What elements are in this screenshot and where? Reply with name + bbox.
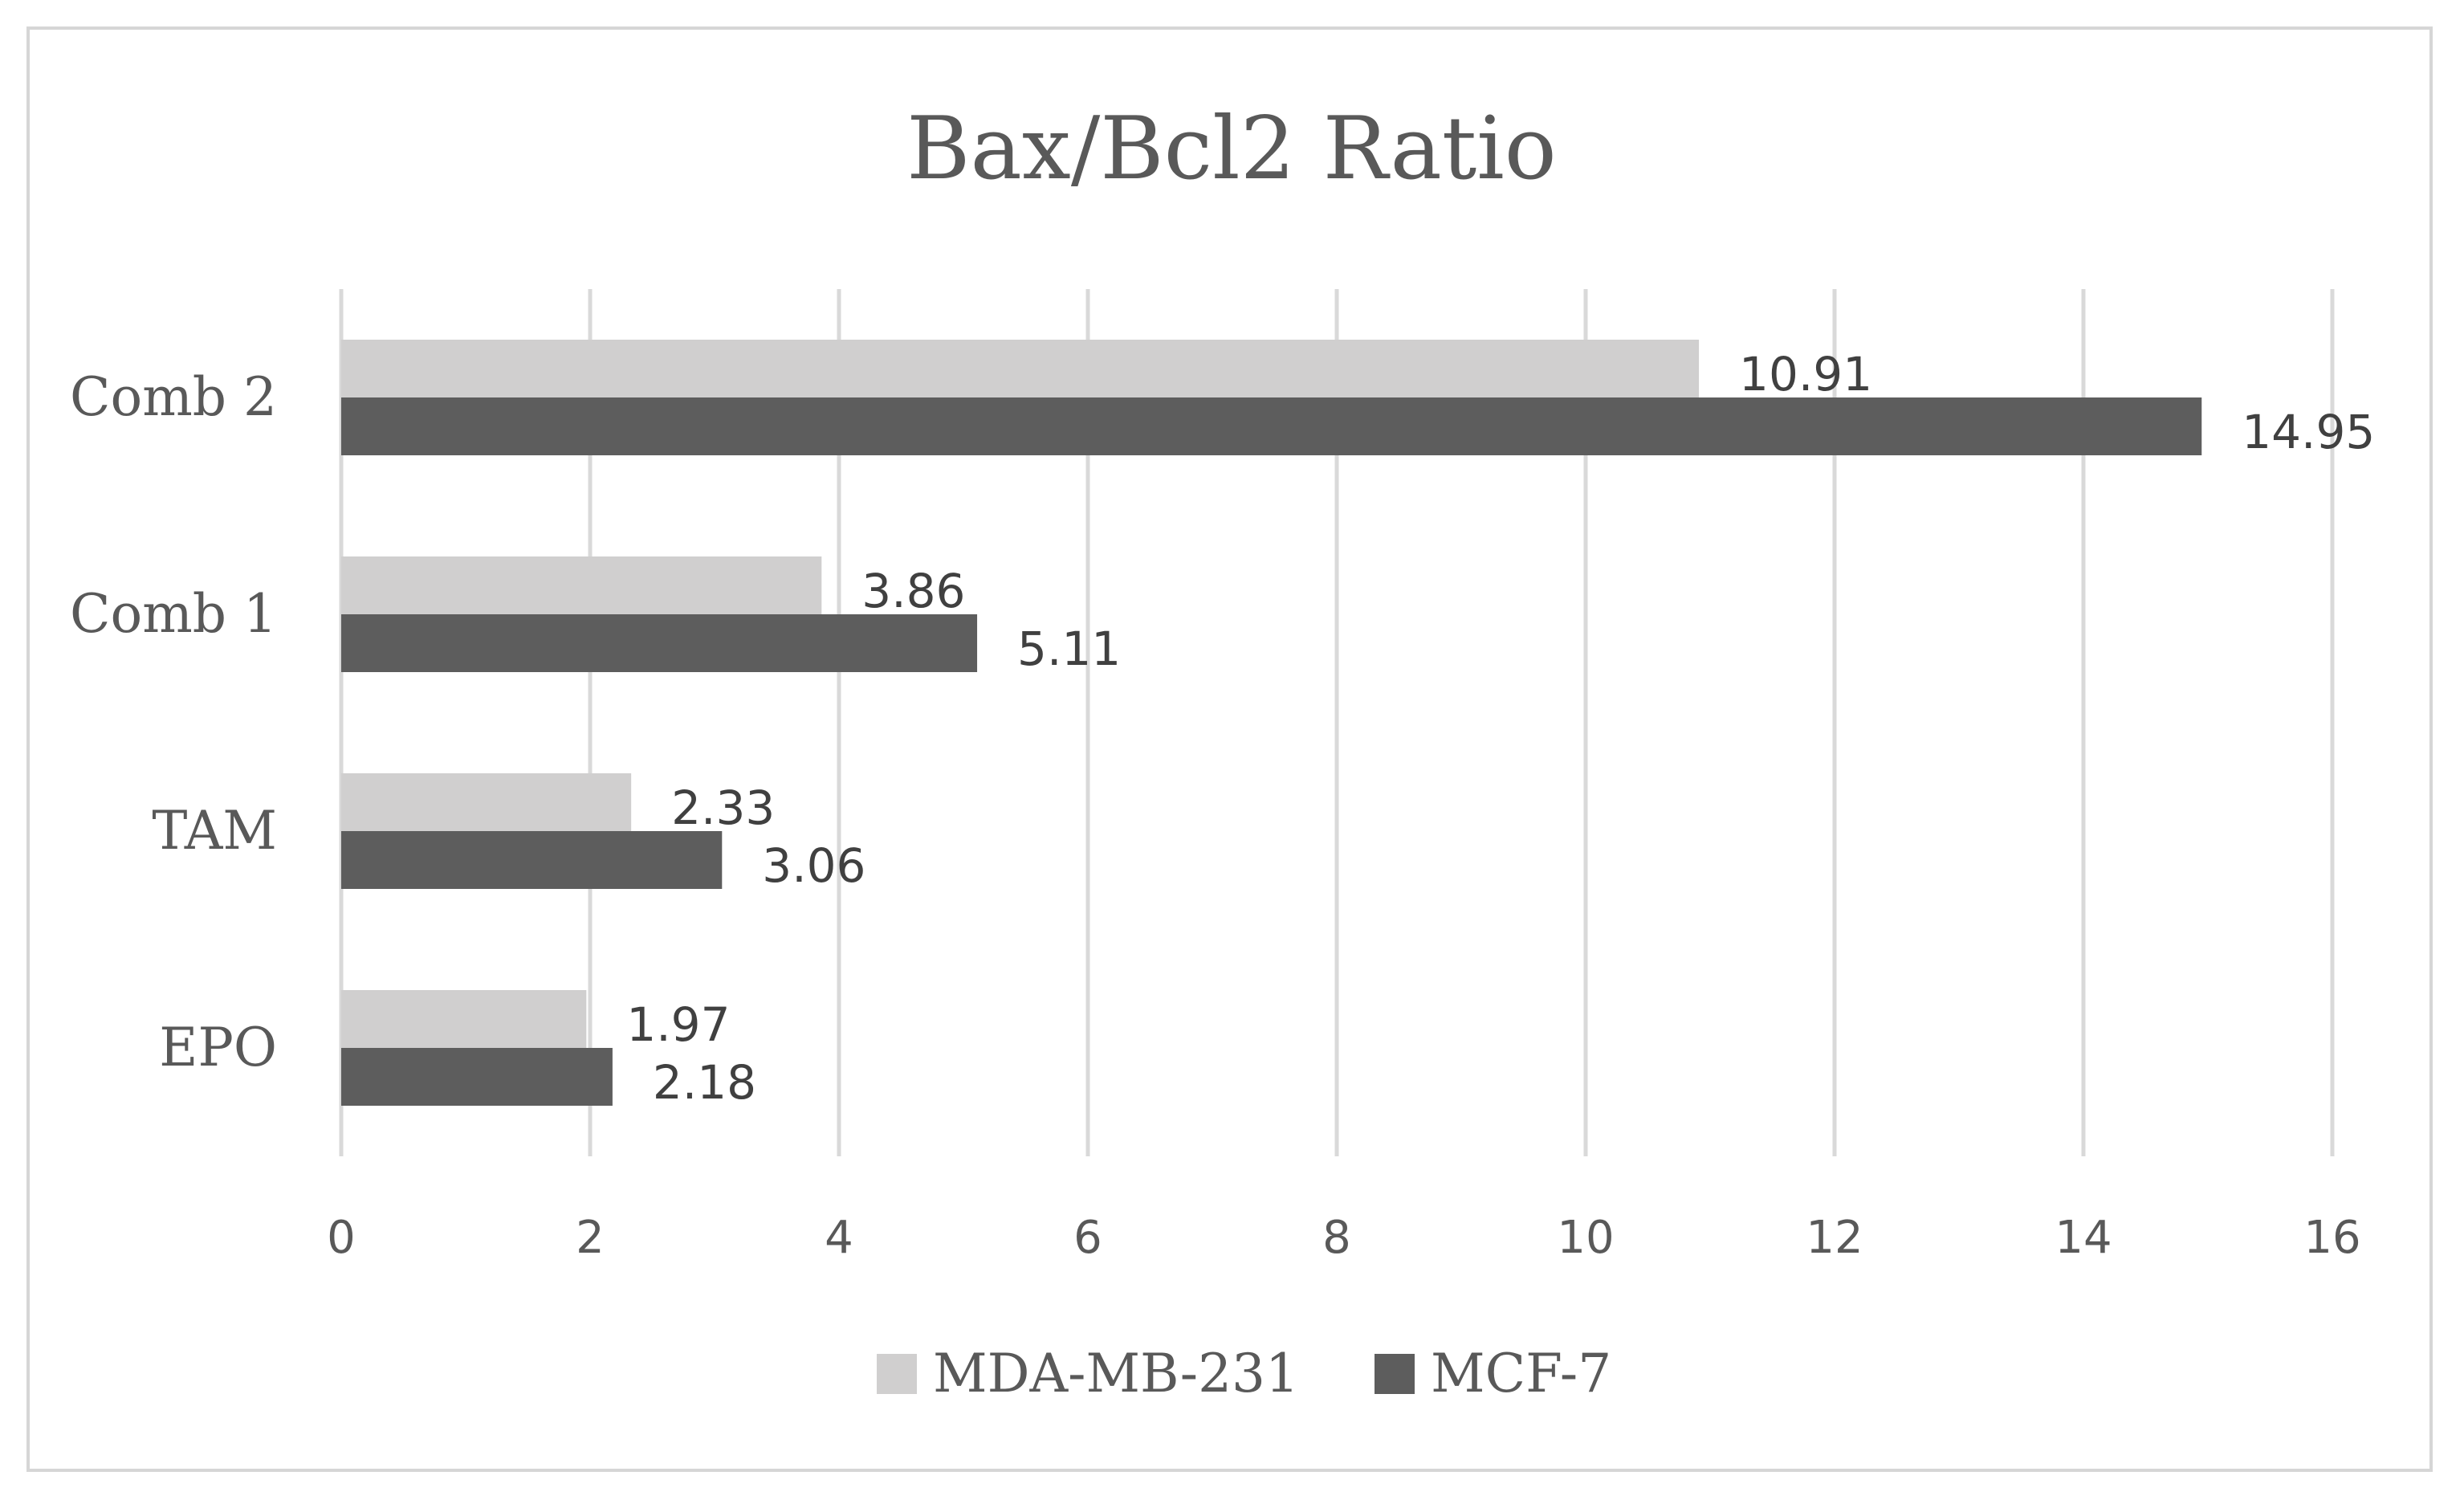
data-label: 3.06 [762,838,865,893]
x-tick-label: 8 [1322,1212,1351,1264]
x-tick-label: 6 [1073,1212,1102,1264]
category-label: EPO [159,1017,277,1078]
legend-label: MCF-7 [1431,1343,1611,1404]
data-label: 2.18 [653,1055,756,1110]
bar-mcf-7 [341,397,2202,455]
x-tick-label: 0 [327,1212,356,1264]
x-tick-label: 4 [825,1212,853,1264]
legend-label: MDA-MB-231 [933,1343,1299,1404]
chart-title: Bax/Bcl2 Ratio [906,99,1557,199]
bar-mda-mb-231 [341,773,632,831]
chart-frame [26,26,2433,1472]
bar-mda-mb-231 [341,556,822,614]
bar-mda-mb-231 [341,340,1700,397]
data-label: 2.33 [671,781,775,835]
legend-swatch [877,1354,917,1394]
category-label: Comb 1 [70,583,277,645]
x-tick-label: 10 [1557,1212,1614,1264]
category-label: Comb 2 [70,366,277,428]
bar-mcf-7 [341,1048,613,1106]
tick-labels: 0 2 4 6 8 10 12 14 16 [327,1212,2360,1264]
bar-mcf-7 [341,614,978,672]
x-tick-label: 12 [1806,1212,1863,1264]
data-label: 1.97 [626,997,730,1052]
bars [341,340,2202,1106]
category-label: TAM [152,800,277,862]
x-tick-label: 2 [576,1212,605,1264]
data-labels: 1.972.18 2.333.06 3.86 5.11 10.91 14.95 [626,347,2375,1110]
data-label: 10.91 [1739,347,1872,401]
legend-swatch [1375,1354,1415,1394]
data-label: 14.95 [2242,405,2375,459]
x-tick-label: 14 [2055,1212,2112,1264]
bar-mda-mb-231 [341,990,587,1048]
x-tick-label: 16 [2303,1212,2360,1264]
legend: MDA-MB-231 MCF-7 [877,1343,1611,1404]
bar-mcf-7 [341,831,723,889]
data-label: 3.86 [861,564,965,618]
data-label: 5.11 [1017,622,1121,676]
category-labels: EPO TAM Comb 1 Comb 2 [70,366,277,1078]
